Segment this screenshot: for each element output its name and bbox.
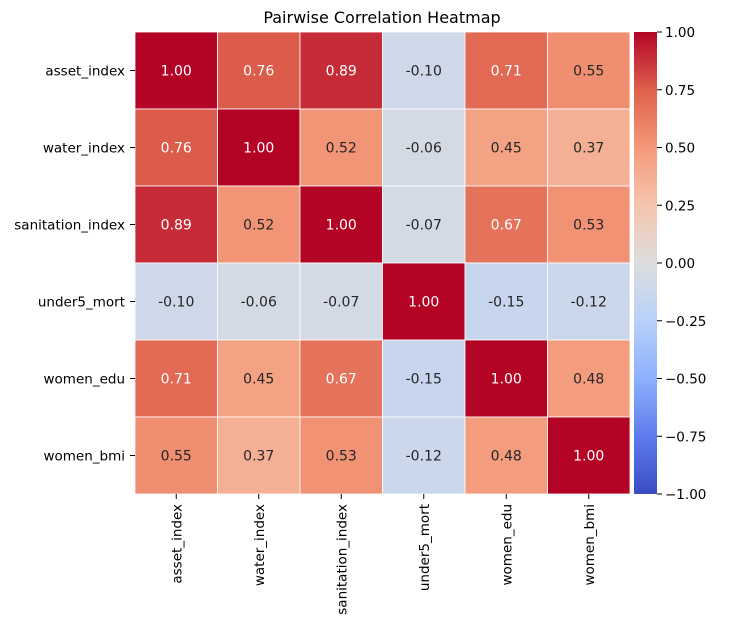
cell-value-label: 0.52 (243, 218, 274, 234)
heatmap-cell-women_bmi-asset_index (134, 416, 218, 495)
heatmap-cell-asset_index-under5_mort (382, 31, 466, 110)
x-tick-label: sanitation_index (334, 504, 350, 615)
cell-value-label: 0.37 (573, 141, 604, 157)
heatmap-cell-women_edu-women_bmi (547, 339, 631, 418)
colorbar-tick-label: 1.00 (665, 25, 695, 41)
cell-value-label: 0.67 (491, 218, 522, 234)
x-tick-label: asset_index (169, 504, 185, 584)
colorbar-tick-label: −1.00 (665, 487, 706, 503)
cell-value-label: -0.15 (406, 372, 442, 388)
y-tick-label: women_bmi (43, 449, 125, 465)
y-tick-label: sanitation_index (14, 218, 125, 234)
y-axis: asset_index water_index sanitation_indexun… (14, 64, 135, 465)
cell-value-label: -0.07 (406, 218, 442, 234)
cell-value-label: 0.71 (491, 64, 522, 80)
cell-value-label: -0.07 (323, 295, 359, 311)
heatmap-cell-asset_index-women_bmi (547, 31, 631, 110)
chart-title: Pairwise Correlation Heatmap (263, 8, 500, 27)
cell-value-label: -0.15 (488, 295, 524, 311)
colorbar-tick-label: −0.50 (665, 372, 706, 388)
cell-value-label: -0.10 (406, 64, 442, 80)
cell-value-label: 0.76 (161, 141, 192, 157)
colorbar-tick-label: −0.75 (665, 429, 706, 445)
cell-value-label: 0.37 (243, 449, 274, 465)
colorbar-tick-label: 0.25 (665, 198, 695, 214)
y-tick-label: asset_index (45, 64, 125, 80)
cell-value-label: -0.10 (158, 295, 194, 311)
cell-value-label: 1.00 (573, 449, 604, 465)
heatmap-cell-under5_mort-women_bmi (547, 262, 631, 341)
heatmap-cell-asset_index-asset_index (134, 31, 218, 110)
heatmap-cell-women_edu-under5_mort (382, 339, 466, 418)
heatmap-cell-water_index-under5_mort (382, 108, 466, 187)
heatmap-cell-women_edu-sanitation_index (299, 339, 383, 418)
heatmap-cells (134, 31, 631, 495)
cell-value-label: 0.89 (161, 218, 192, 234)
cell-value-label: 0.67 (326, 372, 357, 388)
cell-value-label: -0.12 (571, 295, 607, 311)
x-tick-label: water_index (252, 504, 268, 586)
cell-value-label: 1.00 (243, 141, 274, 157)
heatmap-cell-water_index-water_index (217, 108, 301, 187)
heatmap-cell-women_edu-women_edu (464, 339, 548, 418)
heatmap-cell-women_edu-asset_index (134, 339, 218, 418)
heatmap-cell-women_bmi-women_bmi (547, 416, 631, 495)
heatmap-cell-asset_index-water_index (217, 31, 301, 110)
heatmap-cell-sanitation_index-women_bmi (547, 185, 631, 264)
heatmap-cell-sanitation_index-sanitation_index (299, 185, 383, 264)
x-tick-label: women_edu (499, 504, 515, 586)
cell-value-label: 0.45 (491, 141, 522, 157)
colorbar-tick-label: 0.00 (665, 256, 695, 272)
heatmap-cell-women_bmi-women_edu (464, 416, 548, 495)
colorbar-tick-label: −0.25 (665, 314, 706, 330)
cell-value-label: 1.00 (408, 295, 439, 311)
cell-value-label: 0.89 (326, 64, 357, 80)
cell-value-label: 0.53 (326, 449, 357, 465)
heatmap-cell-under5_mort-women_edu (464, 262, 548, 341)
cell-value-label: 0.71 (161, 372, 192, 388)
x-tick-label: under5_mort (417, 504, 433, 591)
heatmap-cell-sanitation_index-under5_mort (382, 185, 466, 264)
colorbar-tick-label: 0.50 (665, 141, 695, 157)
cell-value-label: -0.12 (406, 449, 442, 465)
y-tick-label: women_edu (44, 372, 126, 388)
cell-value-label: 0.55 (573, 64, 604, 80)
cell-value-label: 0.48 (491, 449, 522, 465)
colorbar: 1.00 0.75 0.50 0.25 0.00 −0.25 −0.50 −0.75 −1.00 (634, 25, 706, 503)
cell-value-label: 0.76 (243, 64, 274, 80)
colorbar-gradient (634, 32, 657, 494)
cell-value-label: 0.52 (326, 141, 357, 157)
heatmap-cell-asset_index-women_edu (464, 31, 548, 110)
x-tick-label: women_bmi (582, 504, 598, 586)
cell-value-label: 0.45 (243, 372, 274, 388)
heatmap-cell-labels: 1.00 0.76 0.89 -0.10 0.71 0.55 0.76 1.00 0.52 -0.… (158, 64, 607, 465)
heatmap-cell-under5_mort-water_index (217, 262, 301, 341)
y-tick-label: under5_mort (38, 295, 125, 311)
heatmap-cell-sanitation_index-asset_index (134, 185, 218, 264)
heatmap-cell-asset_index-sanitation_index (299, 31, 383, 110)
heatmap-cell-sanitation_index-water_index (217, 185, 301, 264)
cell-value-label: 0.55 (161, 449, 192, 465)
cell-value-label: 1.00 (491, 372, 522, 388)
cell-value-label: 1.00 (161, 64, 192, 80)
cell-value-label: -0.06 (241, 295, 277, 311)
heatmap-cell-under5_mort-sanitation_index (299, 262, 383, 341)
cell-value-label: -0.06 (406, 141, 442, 157)
heatmap-cell-sanitation_index-women_edu (464, 185, 548, 264)
cell-value-label: 1.00 (326, 218, 357, 234)
cell-value-label: 0.48 (573, 372, 604, 388)
heatmap-cell-water_index-women_bmi (547, 108, 631, 187)
colorbar-tick-label: 0.75 (665, 83, 695, 99)
heatmap-cell-under5_mort-under5_mort (382, 262, 466, 341)
x-axis: asset_index water_index sanitation_index un… (169, 494, 598, 615)
y-tick-label: water_index (43, 141, 125, 157)
heatmap-cell-under5_mort-asset_index (134, 262, 218, 341)
cell-value-label: 0.53 (573, 218, 604, 234)
